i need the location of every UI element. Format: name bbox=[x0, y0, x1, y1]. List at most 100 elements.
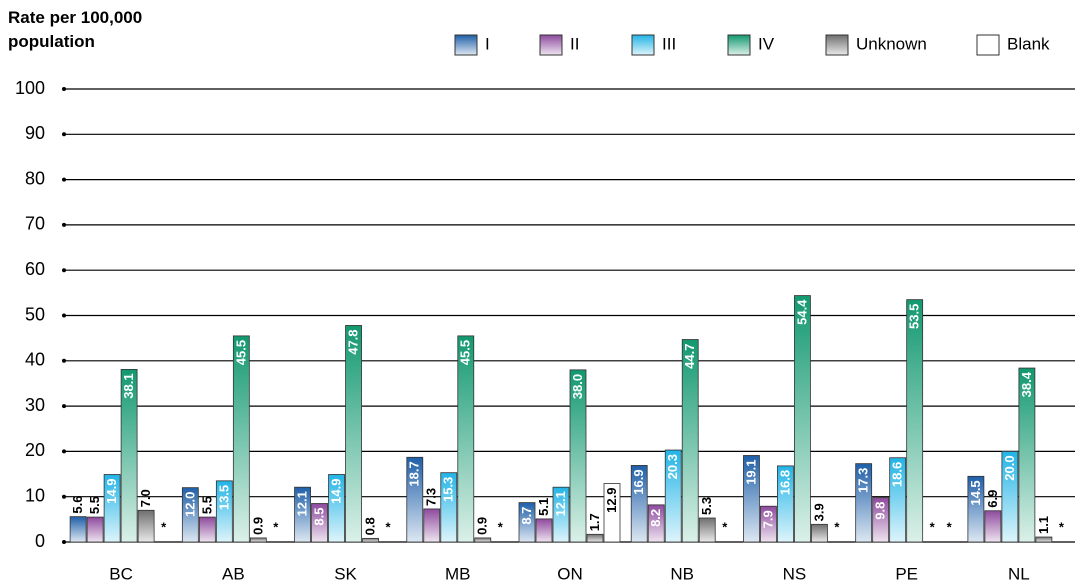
value-label: 8.2 bbox=[648, 509, 663, 527]
bar bbox=[198, 516, 216, 543]
bar bbox=[630, 465, 648, 543]
bar bbox=[681, 339, 699, 543]
tick-dot bbox=[62, 358, 66, 363]
x-tick-label: NB bbox=[670, 564, 694, 583]
bar bbox=[69, 516, 87, 543]
bar bbox=[535, 518, 553, 543]
value-label: 45.5 bbox=[233, 340, 248, 365]
bar bbox=[906, 299, 924, 543]
value-label: * bbox=[386, 519, 392, 534]
value-label: 6.9 bbox=[985, 490, 1000, 508]
bar bbox=[647, 504, 665, 543]
legend-label: IV bbox=[758, 34, 775, 53]
value-label: 0.9 bbox=[475, 517, 490, 535]
bar bbox=[743, 455, 760, 543]
value-label: * bbox=[161, 519, 167, 534]
legend-swatch bbox=[976, 34, 1000, 56]
x-tick-label: NS bbox=[783, 564, 807, 583]
legend-swatch bbox=[631, 34, 655, 56]
legend-swatch bbox=[539, 34, 563, 56]
bar bbox=[181, 487, 199, 543]
value-label: 12.1 bbox=[294, 491, 309, 516]
y-tick-label: 10 bbox=[25, 485, 45, 505]
y-tick-label: 100 bbox=[15, 78, 45, 98]
bar bbox=[552, 486, 570, 543]
bar bbox=[457, 335, 475, 543]
bar bbox=[569, 369, 587, 543]
bar bbox=[345, 325, 362, 543]
value-label: * bbox=[1059, 519, 1065, 534]
tick-dot bbox=[62, 540, 66, 544]
value-label: 5.1 bbox=[536, 498, 551, 516]
value-label: * bbox=[947, 519, 953, 534]
bar bbox=[698, 517, 716, 543]
legend-swatch bbox=[727, 34, 751, 56]
value-label: 8.7 bbox=[519, 507, 534, 525]
y-tick-label: 40 bbox=[25, 350, 45, 370]
x-tick-label: ON bbox=[557, 564, 583, 583]
tick-dot bbox=[62, 404, 66, 409]
y-tick-label: 0 bbox=[35, 531, 45, 551]
legend-label: Unknown bbox=[856, 34, 927, 53]
value-label: 7.3 bbox=[424, 488, 439, 506]
x-tick-label: SK bbox=[334, 564, 357, 583]
value-label: 5.6 bbox=[70, 496, 85, 514]
bar bbox=[664, 449, 682, 543]
bar bbox=[872, 497, 890, 543]
value-label: 15.3 bbox=[441, 477, 456, 502]
y-tick-label: 60 bbox=[25, 259, 45, 279]
bar bbox=[889, 457, 907, 543]
tick-dot bbox=[62, 222, 66, 227]
value-label: 38.0 bbox=[570, 374, 585, 399]
value-label: 18.7 bbox=[407, 461, 422, 486]
x-tick-label: NL bbox=[1008, 564, 1030, 583]
value-label: 13.5 bbox=[216, 485, 231, 510]
value-label: 17.3 bbox=[856, 468, 871, 493]
value-label: 16.9 bbox=[631, 469, 646, 494]
value-label: 8.5 bbox=[311, 507, 326, 525]
legend-swatch bbox=[454, 34, 478, 56]
bar bbox=[586, 533, 604, 543]
bar bbox=[794, 295, 811, 543]
value-label: * bbox=[273, 519, 279, 534]
legend-label: Blank bbox=[1007, 34, 1050, 53]
value-label: * bbox=[498, 519, 504, 534]
value-label: 14.5 bbox=[968, 480, 983, 505]
x-tick-label: BC bbox=[109, 564, 133, 583]
legend-label: III bbox=[662, 34, 676, 53]
tick-dot bbox=[62, 449, 66, 454]
y-tick-label: 30 bbox=[25, 395, 45, 415]
tick-dot bbox=[62, 132, 66, 137]
value-label: 12.9 bbox=[604, 488, 619, 513]
bar bbox=[603, 483, 621, 543]
value-label: 1.1 bbox=[1036, 516, 1051, 534]
bar bbox=[760, 505, 777, 543]
value-label: 5.5 bbox=[87, 496, 102, 514]
bar bbox=[103, 474, 121, 543]
value-label: 47.8 bbox=[345, 329, 360, 354]
value-label: 53.5 bbox=[907, 304, 922, 329]
value-label: 19.1 bbox=[743, 459, 758, 484]
bar bbox=[855, 463, 873, 543]
tick-dot bbox=[62, 177, 66, 182]
bar bbox=[232, 335, 250, 543]
value-label: 5.5 bbox=[199, 496, 214, 514]
tick-dot bbox=[62, 313, 66, 318]
value-label: 18.6 bbox=[890, 462, 905, 487]
value-label: 38.4 bbox=[1019, 371, 1034, 397]
value-label: 20.0 bbox=[1002, 455, 1017, 480]
bar bbox=[215, 480, 233, 543]
tick-dot bbox=[62, 87, 66, 91]
value-label: * bbox=[930, 519, 936, 534]
bar bbox=[328, 474, 345, 543]
bar bbox=[967, 475, 985, 543]
value-label: 9.8 bbox=[873, 502, 888, 520]
x-tick-label: MB bbox=[445, 564, 471, 583]
y-tick-label: 80 bbox=[25, 168, 45, 188]
value-label: 12.0 bbox=[182, 492, 197, 517]
value-label: 14.9 bbox=[104, 479, 119, 504]
bar bbox=[777, 465, 794, 543]
value-label: 1.7 bbox=[587, 513, 602, 531]
